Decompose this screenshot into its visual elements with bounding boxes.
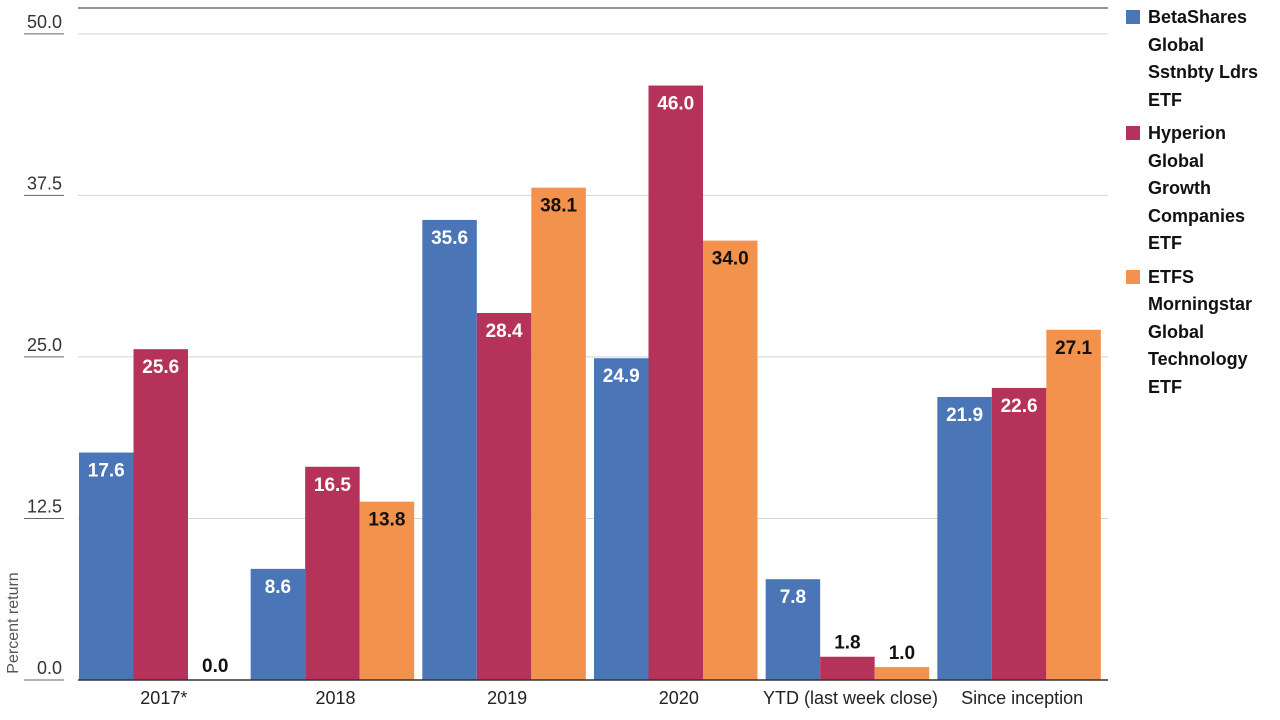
bar-value-label: 22.6 (1001, 396, 1038, 417)
legend-label: ETF (1148, 376, 1182, 397)
legend: BetaShares Global Sstnbty Ldrs ETF Hyperion G… (1126, 4, 1276, 407)
x-category-label: Since inception (961, 688, 1083, 708)
x-axis: 2017* 2018 2019 2020 YTD (last week close) Si… (78, 679, 1108, 708)
bar-value-label: 21.9 (946, 405, 983, 426)
bar-value-label: 0.0 (202, 656, 228, 677)
bar (594, 358, 649, 680)
legend-swatch (1126, 126, 1140, 140)
y-tick-label: 25.0 (27, 335, 62, 355)
bar (133, 349, 188, 680)
x-category-label: YTD (last week close) (763, 688, 938, 708)
bar (79, 452, 134, 680)
bar-value-label: 8.6 (265, 577, 291, 598)
legend-label: ETF (1148, 233, 1182, 253)
y-tick-label: 12.5 (27, 496, 62, 516)
x-category-label: 2020 (659, 688, 699, 708)
bar-value-label: 1.8 (834, 633, 860, 654)
legend-label: Global (1148, 34, 1205, 55)
bar-value-label: 35.6 (431, 228, 468, 249)
bar-value-label: 27.1 (1055, 338, 1092, 359)
y-tick-label: 37.5 (27, 173, 62, 193)
bar (422, 219, 477, 680)
bar-value-label: 16.5 (314, 475, 351, 496)
bar (820, 656, 875, 680)
bar-value-label: 34.0 (712, 249, 749, 270)
legend-label: ETFS (1148, 266, 1195, 287)
bar (250, 568, 306, 680)
bar-value-label: 28.4 (486, 321, 523, 342)
bar (765, 579, 821, 680)
legend-label: ETF (1148, 89, 1182, 110)
bar-value-label: 17.6 (88, 461, 125, 482)
bar-labels: 17.6 25.6 0.0 8.6 16.5 13.8 35.6 28.4 38.1 24.9 46… (88, 94, 1093, 677)
bar-value-label: 24.9 (603, 366, 640, 387)
bar (531, 187, 586, 680)
bar-value-label: 25.6 (142, 357, 179, 378)
x-category-label: 2019 (487, 688, 527, 708)
legend-label: Hyperion (1148, 123, 1227, 143)
legend-swatch (1126, 269, 1140, 284)
bar (305, 466, 360, 680)
y-tick-label: 0.0 (37, 658, 62, 678)
y-axis: 0.0 12.5 25.0 37.5 50.0 (24, 12, 64, 681)
bar-value-label: 1.0 (889, 643, 915, 664)
bar (703, 240, 758, 680)
gridlines (78, 7, 1108, 519)
legend-label: Technology (1148, 349, 1248, 369)
bars (79, 85, 1101, 681)
bar (648, 85, 703, 681)
legend-label: Morningstar (1148, 294, 1253, 314)
bar-value-label: 46.0 (657, 94, 694, 115)
legend-item: ETFS Morningstar Global Technology ETF (1126, 264, 1276, 402)
bar (1046, 329, 1101, 680)
x-category-label: 2018 (315, 688, 355, 708)
legend-label: Global (1148, 321, 1205, 342)
legend-item: Hyperion Global Growth Companies ETF (1126, 120, 1276, 258)
legend-swatch (1126, 10, 1140, 24)
x-category-label: 2017* (140, 688, 187, 708)
bar-value-label: 38.1 (540, 196, 577, 217)
legend-label: Companies (1148, 205, 1246, 226)
bar-value-label: 13.8 (368, 510, 405, 531)
legend-label: Growth (1148, 178, 1211, 198)
legend-label: Global (1148, 150, 1205, 171)
bar (476, 312, 532, 680)
bar (874, 667, 930, 680)
bar-value-label: 7.8 (780, 587, 806, 608)
y-tick-label: 50.0 (27, 12, 62, 32)
bar (991, 387, 1047, 680)
legend-label: Sstnbty Ldrs (1148, 62, 1259, 82)
legend-label: BetaShares (1148, 7, 1248, 27)
bar (937, 396, 992, 680)
legend-item: BetaShares Global Sstnbty Ldrs ETF (1126, 4, 1276, 114)
bar (359, 501, 415, 680)
y-axis-title: Percent return (5, 572, 22, 673)
